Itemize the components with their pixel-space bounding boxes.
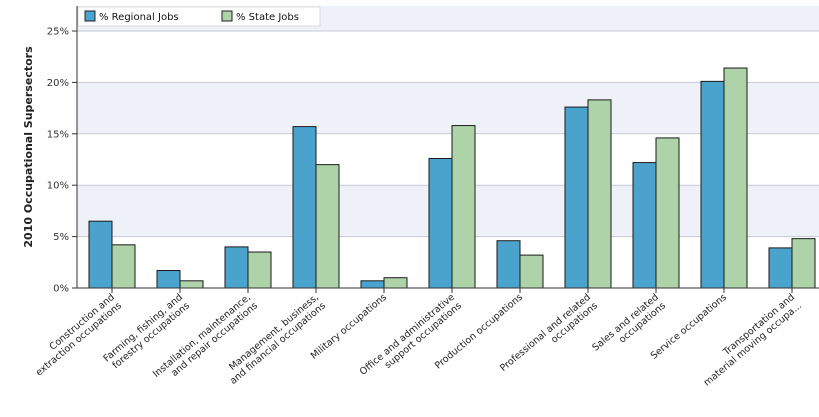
bar — [632, 162, 657, 289]
bar — [111, 244, 136, 289]
bar — [587, 99, 612, 289]
bar — [519, 254, 544, 289]
bar — [383, 277, 408, 289]
bar — [360, 280, 385, 289]
legend-box — [77, 6, 321, 27]
y-tick-label: 15% — [47, 129, 69, 140]
y-tick-label: 0% — [53, 284, 69, 295]
x-tick-label: Construction andextraction occupations — [27, 292, 124, 379]
x-tick-label-line: extraction occupations — [34, 300, 124, 378]
legend: % Regional Jobs % State Jobs — [77, 6, 321, 27]
bar — [451, 125, 476, 289]
bar — [496, 240, 521, 289]
legend-swatch-state — [221, 10, 233, 22]
bar — [700, 80, 725, 289]
bar — [156, 270, 181, 289]
bar — [791, 238, 816, 289]
bar — [315, 164, 340, 289]
x-ticks: Construction andextraction occupationsFa… — [27, 288, 804, 389]
y-tick-label: 10% — [47, 181, 69, 192]
bar — [655, 137, 680, 289]
bar — [768, 247, 793, 289]
bar — [224, 246, 249, 289]
bar — [247, 251, 272, 289]
y-tick-label: 5% — [53, 232, 69, 243]
y-tick-label: 20% — [47, 78, 69, 89]
grid-band — [77, 31, 819, 83]
x-tick-label-line: material moving occupa... — [702, 300, 804, 388]
bar — [179, 280, 204, 289]
bar — [723, 67, 748, 289]
bar — [428, 157, 453, 289]
legend-label-regional: % Regional Jobs — [99, 12, 179, 23]
bar — [88, 220, 113, 289]
x-tick-label-line: Transportation and — [721, 292, 797, 359]
y-axis-title: 2010 Occupational Supersectors — [22, 46, 35, 248]
bar — [292, 126, 317, 289]
legend-swatch-regional — [84, 10, 96, 22]
y-ticks: 0% 5% 10% 15% 20% 25% — [47, 27, 77, 295]
y-tick-label: 25% — [47, 27, 69, 38]
legend-label-state: % State Jobs — [236, 12, 299, 23]
bar — [564, 106, 589, 289]
